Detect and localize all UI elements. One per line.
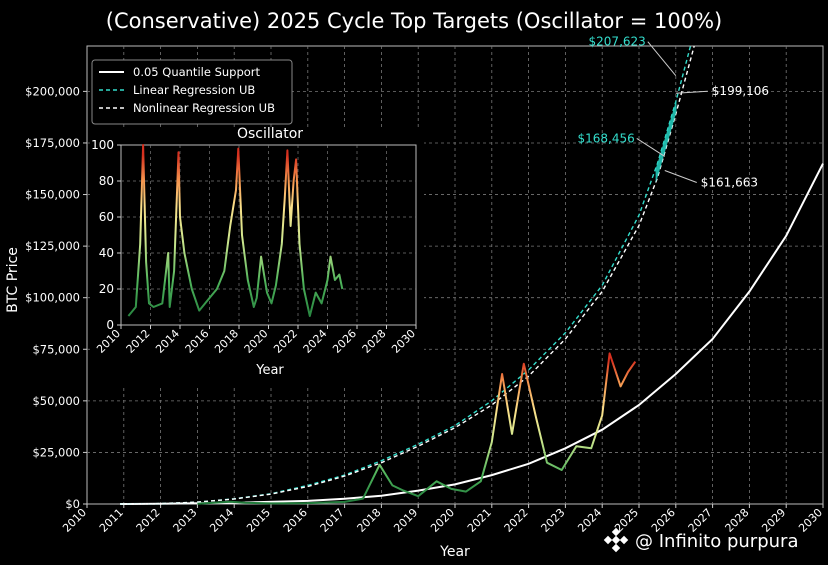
- x-axis-label: Year: [439, 544, 470, 560]
- x-tick-label: 2017: [318, 506, 347, 535]
- inset-x-axis-label: Year: [255, 363, 284, 378]
- x-tick-label: 2018: [355, 506, 384, 535]
- y-tick-label: $125,000: [25, 239, 80, 253]
- x-tick-label: 2023: [539, 506, 568, 535]
- y-tick-label: $150,000: [25, 188, 80, 202]
- annotation-label: $161,663: [701, 175, 758, 189]
- inset-y-tick-label: 100: [91, 138, 114, 152]
- annotation-arrow: [664, 170, 697, 183]
- oscillator-inset: Oscillator 2010 2012 2014 2016 2018 2020 2022 2…: [90, 126, 424, 385]
- inset-y-tick-label: 40: [99, 246, 114, 260]
- x-tick-label: 2030: [796, 506, 825, 535]
- legend-box: [91, 59, 293, 125]
- inset-y-tick-label: 60: [99, 210, 114, 224]
- series-nonlinear-regression-ub: [120, 45, 695, 505]
- y-tick-label: $100,000: [25, 291, 80, 305]
- inset-title: Oscillator: [237, 126, 303, 142]
- y-tick-label: $75,000: [32, 342, 80, 356]
- annotation-label: $168,456: [577, 131, 634, 145]
- x-tick-label: 2013: [171, 506, 200, 535]
- x-tick-label: 2012: [134, 506, 163, 535]
- target-band-2026: [665, 98, 677, 150]
- legend-label-quantile: 0.05 Quantile Support: [133, 65, 261, 79]
- annotation-group: $207,623 $199,106 $168,456 $161,663: [577, 35, 769, 190]
- y-tick-label: $200,000: [25, 84, 80, 98]
- y-tick-label: $50,000: [32, 394, 80, 408]
- x-tick-label: 2021: [465, 506, 494, 535]
- x-tick-label: 2015: [244, 506, 273, 535]
- legend-label-nonlinear: Nonlinear Regression UB: [133, 101, 275, 115]
- inset-series-group: [127, 144, 344, 317]
- main-series-group: [120, 45, 824, 505]
- inset-grid: [121, 145, 416, 325]
- chart-title: (Conservative) 2025 Cycle Top Targets (O…: [106, 9, 722, 33]
- annotation-label: $207,623: [589, 35, 646, 49]
- y-tick-label: $0: [65, 497, 80, 511]
- legend: 0.05 Quantile Support Linear Regression …: [91, 59, 293, 125]
- y-tick-label: $175,000: [25, 136, 80, 150]
- main-y-axis: $0 $25,000 $50,000 $75,000 $100,000 $125,000 $…: [25, 84, 87, 511]
- x-tick-label: 2019: [391, 506, 420, 535]
- x-tick-label: 2024: [575, 506, 604, 535]
- x-tick-label: 2016: [281, 506, 310, 535]
- target-band-2025: [655, 136, 666, 183]
- inset-y-tick-label: 20: [99, 282, 114, 296]
- annotation-arrow: [675, 90, 708, 94]
- x-tick-label: 2014: [207, 506, 236, 535]
- series-quantile-support: [120, 163, 824, 505]
- legend-label-linear: Linear Regression UB: [133, 83, 255, 97]
- inset-y-tick-label: 0: [106, 318, 114, 332]
- inset-y-axis: 0 20 40 60 80 100: [91, 138, 121, 332]
- annotation-arrow: [636, 138, 666, 157]
- y-axis-label: BTC Price: [5, 247, 21, 313]
- series-btc-price: [197, 352, 637, 505]
- watermark: @ Infinito purpura: [603, 527, 798, 553]
- watermark-text: @ Infinito purpura: [635, 531, 798, 552]
- annotation-label: $199,106: [712, 84, 769, 98]
- x-tick-label: 2011: [97, 506, 126, 535]
- y-tick-label: $25,000: [32, 445, 80, 459]
- inset-y-tick-label: 80: [99, 174, 114, 188]
- x-tick-label: 2022: [502, 506, 531, 535]
- annotation-arrow: [647, 41, 677, 76]
- series-oscillator: [127, 144, 344, 317]
- x-tick-label: 2020: [428, 506, 457, 535]
